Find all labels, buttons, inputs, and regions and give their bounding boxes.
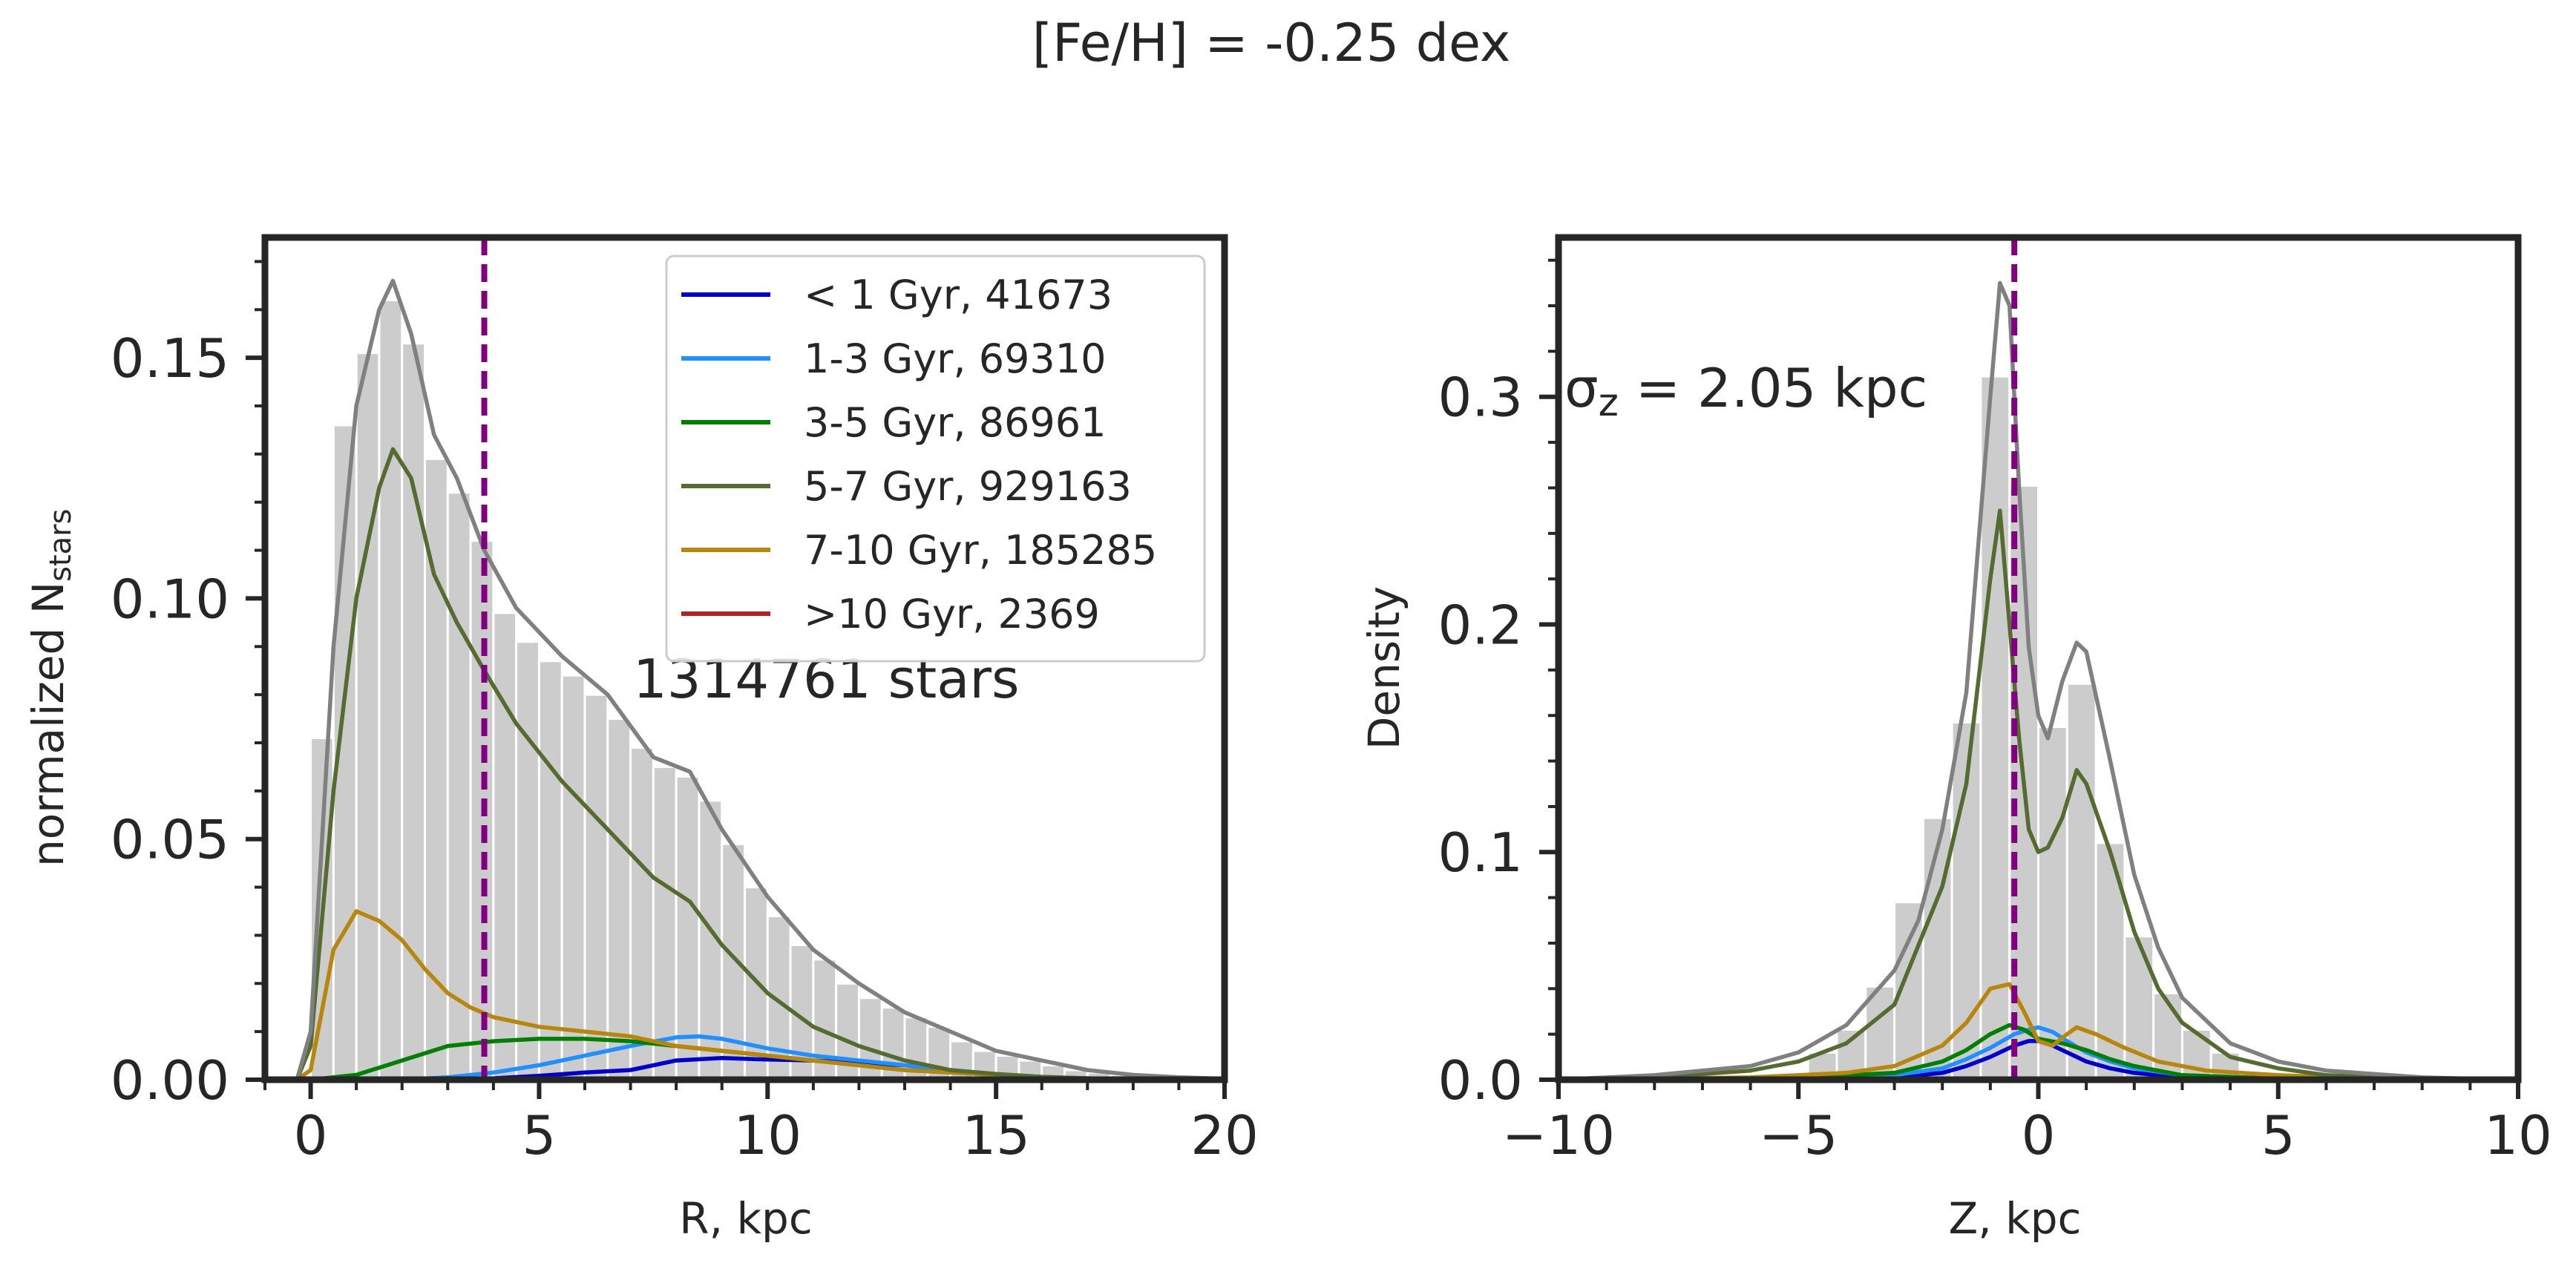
left-axes-frame (261, 234, 1228, 1083)
x-tick-label: 10 (733, 1104, 802, 1167)
sigma-value: = 2.05 kpc (1619, 357, 1927, 419)
right-panel: −10 −5 0 5 10 0.0 0.1 0.2 0.3 σz = 2.05 kpc Z, k… (1359, 234, 2552, 1244)
hist-bar (2065, 682, 2097, 1081)
y-tick-label: 0.10 (111, 568, 229, 630)
legend-label: 7-10 Gyr, 185285 (804, 527, 1157, 574)
hist-bar (355, 352, 381, 1081)
x-tick-label: 15 (962, 1104, 1030, 1167)
hist-bar (629, 746, 655, 1081)
kde-curve-5-7-gyr (295, 447, 1225, 1082)
x-tick-label: 10 (2484, 1104, 2552, 1167)
hist-bar (583, 693, 609, 1081)
hist-bar (606, 718, 632, 1081)
hist-bar (652, 765, 678, 1081)
x-tick-label: −10 (1502, 1104, 1615, 1167)
hist-bar (1864, 985, 1896, 1081)
left-axis-ticks: 0 5 10 15 20 0.00 0.05 0.10 0.15 (111, 260, 1259, 1167)
y-tick-label: 0.0 (1438, 1049, 1523, 1112)
legend-label: < 1 Gyr, 41673 (804, 272, 1112, 318)
y-tick-label: 0.05 (111, 809, 229, 871)
hist-bar (537, 660, 563, 1081)
hist-bar (675, 775, 701, 1081)
left-x-axis-label: R, kpc (679, 1193, 812, 1244)
hist-bar (446, 491, 472, 1081)
legend-label: 3-5 Gyr, 86961 (804, 399, 1106, 446)
kde-curve-5-7-gyr (1558, 508, 2519, 1082)
right-y-axis-label: Density (1359, 586, 1409, 750)
sigma-symbol: σ (1564, 357, 1599, 419)
kde-curve-total (1558, 281, 2519, 1082)
legend-label: 1-3 Gyr, 69310 (804, 335, 1106, 382)
figure-suptitle: [Fe/H] = -0.25 dex (1032, 13, 1511, 73)
x-tick-label: −5 (1759, 1104, 1838, 1167)
legend-label: >10 Gyr, 2369 (804, 591, 1100, 637)
right-sigma-annotation: σz = 2.05 kpc (1564, 357, 1927, 425)
left-y-label-main: normalized N (23, 582, 73, 867)
legend-label: 5-7 Gyr, 929163 (804, 463, 1132, 510)
y-tick-label: 0.00 (111, 1049, 229, 1112)
left-y-axis-label: normalized Nstars (23, 509, 78, 867)
x-tick-label: 20 (1190, 1104, 1259, 1167)
x-tick-label: 5 (522, 1104, 557, 1167)
x-tick-label: 0 (294, 1104, 328, 1167)
right-axis-ticks: −10 −5 0 5 10 0.0 0.1 0.2 0.3 (1438, 258, 2552, 1167)
left-y-label-sub: stars (44, 509, 78, 582)
left-panel: 0 5 10 15 200.000.050.100.15 1314761 stars R… (23, 234, 1259, 1244)
kde-curve-total (295, 278, 1225, 1081)
hist-bar (401, 342, 427, 1081)
kde-curve-7-10-gyr (1558, 982, 2519, 1082)
right-x-axis-label: Z, kpc (1949, 1193, 2082, 1244)
hist-bar (378, 298, 404, 1081)
left-legend: < 1 Gyr, 41673 1-3 Gyr, 69310 3-5 Gyr, 869… (665, 255, 1206, 663)
legend-box (665, 255, 1206, 663)
y-tick-label: 0.2 (1438, 594, 1523, 656)
hist-bar (515, 640, 540, 1081)
sigma-subscript: z (1599, 381, 1619, 425)
right-histogram (1806, 375, 2241, 1081)
x-tick-label: 0 (2022, 1104, 2056, 1167)
hist-bar (560, 674, 586, 1081)
right-axes-frame (1555, 234, 2522, 1083)
kde-curve-3-5-gyr (1558, 1023, 2519, 1082)
right-kde-curves (1558, 281, 2519, 1082)
hist-bar (492, 611, 518, 1081)
y-tick-label: 0.1 (1438, 821, 1523, 884)
x-tick-label: 5 (2261, 1104, 2295, 1167)
y-tick-label: 0.3 (1438, 367, 1523, 429)
y-tick-label: 0.15 (111, 327, 229, 390)
